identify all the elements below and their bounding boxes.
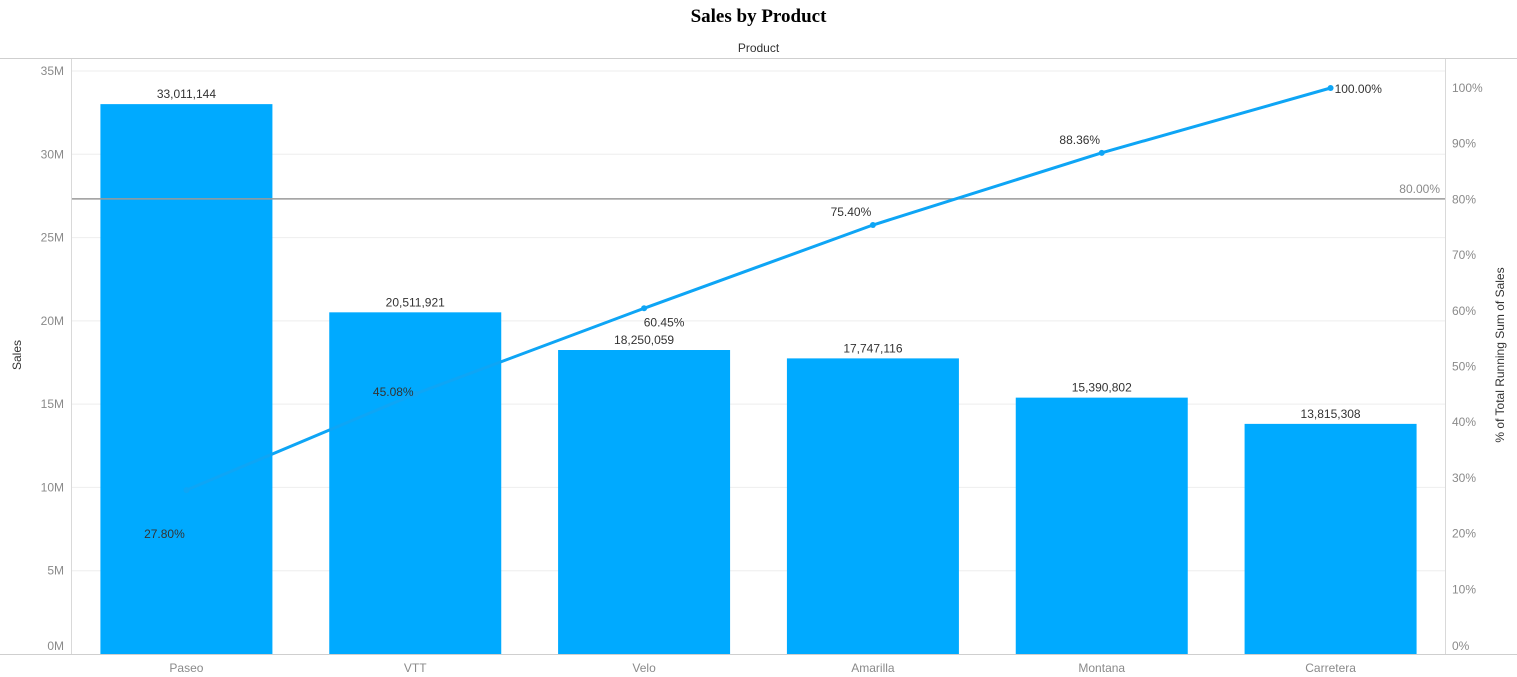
x-tick-label: VTT	[404, 661, 427, 675]
x-axis-header: Product	[737, 41, 780, 55]
cumulative-point	[412, 390, 419, 397]
x-tick-label: Paseo	[169, 661, 203, 675]
y-tick-label: 5M	[47, 564, 64, 578]
bar	[1015, 397, 1188, 654]
cumulative-line	[185, 86, 1331, 492]
y-tick-label: 30M	[41, 147, 64, 161]
cumulative-percent-label: 60.45%	[644, 315, 685, 329]
y-tick-label: 10M	[41, 480, 64, 494]
x-tick-label: Velo	[632, 661, 656, 675]
y2-tick-label: 20%	[1452, 527, 1476, 541]
cumulative-point	[641, 305, 648, 312]
chart-title: Sales by Product	[690, 6, 827, 27]
cumulative-percent-label: 100.00%	[1335, 82, 1383, 96]
cumulative-percent-label: 27.80%	[144, 527, 185, 541]
y2-tick-label: 90%	[1452, 137, 1476, 151]
y2-tick-label: 0%	[1452, 639, 1470, 653]
y2-tick-label: 40%	[1452, 415, 1476, 429]
cumulative-percent-label: 75.40%	[831, 205, 872, 219]
y2-tick-label: 100%	[1452, 81, 1483, 95]
y2-tick-label: 30%	[1452, 471, 1476, 485]
bar-value-label: 33,011,144	[157, 87, 216, 101]
y-tick-label: 0M	[47, 639, 64, 653]
bar-value-label: 15,390,802	[1072, 381, 1132, 395]
bar	[1244, 423, 1417, 654]
reference-line-label: 80.00%	[1399, 182, 1440, 196]
cumulative-percent-label: 45.08%	[373, 385, 414, 399]
y2-axis-title: % of Total Running Sum of Sales	[1493, 267, 1507, 442]
cumulative-point	[1327, 85, 1334, 91]
cumulative-point	[183, 487, 190, 494]
x-tick-label: Montana	[1078, 661, 1125, 675]
bar-value-label: 13,815,308	[1301, 407, 1361, 421]
bar-value-label: 20,511,921	[386, 295, 445, 309]
bar	[558, 350, 731, 654]
x-tick-label: Carretera	[1305, 661, 1356, 675]
bar-value-label: 18,250,059	[614, 333, 674, 347]
y-tick-label: 15M	[41, 397, 64, 411]
x-tick-label: Amarilla	[851, 661, 895, 675]
cumulative-point	[869, 222, 876, 229]
y2-tick-label: 10%	[1452, 582, 1476, 596]
y-tick-label: 25M	[41, 231, 64, 245]
y-axis-title: Sales	[10, 340, 24, 370]
bar	[100, 104, 273, 654]
y-tick-label: 35M	[41, 64, 64, 78]
y2-tick-label: 70%	[1452, 248, 1476, 262]
y2-tick-label: 60%	[1452, 304, 1476, 318]
bar-value-label: 17,747,116	[843, 341, 902, 355]
bar	[329, 312, 502, 654]
y2-tick-label: 50%	[1452, 360, 1476, 374]
y-tick-label: 20M	[41, 314, 64, 328]
bar	[786, 358, 959, 654]
cumulative-point	[1098, 149, 1105, 156]
y2-tick-label: 80%	[1452, 192, 1476, 206]
cumulative-percent-label: 88.36%	[1059, 133, 1100, 147]
